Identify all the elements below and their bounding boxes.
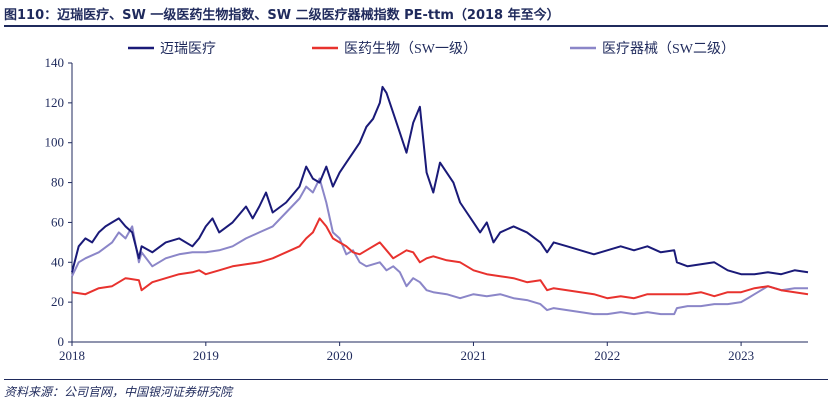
series-line-2 (71, 177, 808, 316)
x-tick-label: 2018 (59, 348, 85, 363)
x-tick-label: 2020 (327, 348, 353, 363)
figure-title: 图110：迈瑞医疗、SW 一级医药生物指数、SW 二级医疗器械指数 PE-ttm… (4, 8, 560, 23)
y-tick-label: 120 (45, 95, 65, 110)
x-tick-label: 2019 (193, 348, 219, 363)
y-tick-label: 20 (51, 294, 64, 309)
legend-label-0: 迈瑞医疗 (160, 41, 216, 57)
legend-label-1: 医药生物（SW一级） (344, 41, 477, 57)
source-note: 资料来源：公司官网，中国银河证券研究院 (4, 385, 233, 399)
pe-ttm-line-chart: 迈瑞医疗 医药生物（SW一级） 医疗器械（SW二级） 0 20 40 60 80 100 120… (45, 41, 809, 363)
title-rule (4, 25, 828, 27)
x-tick-label: 2023 (728, 348, 754, 363)
y-tick-label: 140 (45, 55, 65, 70)
y-tick-label: 60 (51, 214, 64, 229)
chart-legend: 迈瑞医疗 医药生物（SW一级） 医疗器械（SW二级） (128, 41, 735, 57)
series-line-0 (71, 85, 809, 276)
y-tick-label: 0 (58, 334, 65, 349)
y-tick-label: 40 (51, 254, 64, 269)
series-line-1 (71, 217, 809, 300)
x-tick-label: 2021 (460, 348, 486, 363)
y-tick-label: 80 (51, 175, 64, 190)
legend-label-2: 医疗器械（SW二级） (602, 41, 735, 57)
footer-rule (4, 379, 828, 380)
y-tick-label: 100 (45, 135, 65, 150)
chart-axes: 0 20 40 60 80 100 120 140 2018 2019 2020 2021 2022 20… (45, 55, 808, 363)
x-tick-label: 2022 (594, 348, 620, 363)
series-layer (71, 85, 809, 316)
